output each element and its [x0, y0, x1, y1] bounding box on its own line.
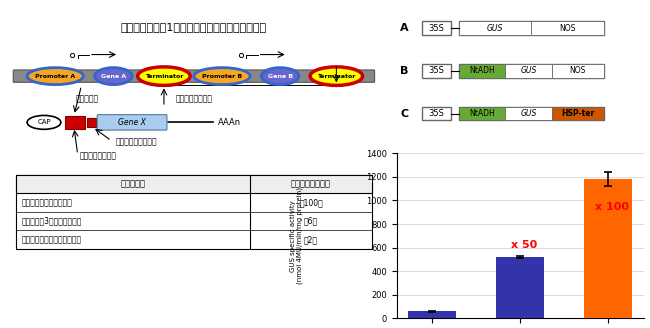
Ellipse shape [27, 115, 61, 129]
Ellipse shape [27, 68, 83, 85]
Bar [505, 64, 552, 78]
Text: GUS: GUS [520, 66, 536, 75]
Text: 活用の種類: 活用の種類 [120, 179, 146, 189]
Ellipse shape [95, 68, 132, 85]
Text: CAP: CAP [37, 119, 51, 125]
Bar [458, 21, 531, 35]
Bar [531, 21, 604, 35]
FancyBboxPatch shape [13, 70, 374, 82]
Text: ～6倍: ～6倍 [304, 216, 318, 226]
Bar [87, 118, 96, 127]
FancyBboxPatch shape [422, 107, 451, 120]
Bar [505, 107, 552, 120]
FancyBboxPatch shape [98, 115, 167, 130]
Text: GUS: GUS [487, 24, 503, 33]
Text: 35S: 35S [428, 24, 445, 33]
Text: A: A [400, 23, 409, 33]
Bar [64, 115, 85, 129]
Bar [458, 107, 604, 120]
Text: ～2倍: ～2倍 [304, 235, 318, 244]
Bar [584, 179, 632, 318]
Text: 開始コドン近傍配列: 開始コドン近傍配列 [115, 137, 157, 146]
Ellipse shape [310, 67, 363, 85]
FancyBboxPatch shape [422, 21, 451, 35]
Y-axis label: GUS specific activity
(nmol 4MU/min/mg protein): GUS specific activity (nmol 4MU/min/mg p… [290, 187, 303, 284]
Text: 期待できる発現量: 期待できる発現量 [291, 179, 331, 189]
Text: Promoter B: Promoter B [202, 73, 242, 79]
Text: Terminator: Terminator [317, 73, 356, 79]
Text: B: B [400, 66, 408, 76]
Bar [552, 64, 604, 78]
Text: HSP-ter: HSP-ter [561, 109, 595, 118]
Bar [16, 175, 372, 193]
Bar [496, 257, 544, 318]
Text: 近傍配列（3塔基）の最適化: 近傍配列（3塔基）の最適化 [21, 216, 82, 226]
Text: C: C [400, 109, 408, 119]
Ellipse shape [138, 67, 190, 85]
Bar [458, 64, 604, 78]
Text: NOS: NOS [560, 24, 576, 33]
Text: 効率的な転写終結領域の活用: 効率的な転写終結領域の活用 [21, 235, 82, 244]
Text: ～100倍: ～100倍 [299, 198, 323, 207]
Text: 効率的な転写終結: 効率的な転写終結 [176, 95, 212, 104]
Ellipse shape [261, 68, 299, 85]
Bar [16, 175, 372, 249]
Text: 翻訳エンハンサー: 翻訳エンハンサー [79, 151, 116, 160]
Text: AAAn: AAAn [218, 118, 241, 127]
Text: Gene X: Gene X [118, 118, 146, 127]
Bar [458, 107, 505, 120]
Text: Gene A: Gene A [101, 73, 126, 79]
Text: x 100: x 100 [595, 202, 629, 212]
Bar [408, 311, 456, 318]
Text: NtADH: NtADH [469, 66, 495, 75]
Text: 遣伝子導入: 遣伝子導入 [76, 95, 99, 104]
FancyBboxPatch shape [422, 64, 451, 78]
Bar [552, 107, 604, 120]
Bar [458, 21, 604, 35]
Ellipse shape [194, 68, 250, 85]
Text: GUS: GUS [520, 109, 536, 118]
Text: NOS: NOS [569, 66, 586, 75]
Text: Terminator: Terminator [145, 73, 183, 79]
Text: Promoter A: Promoter A [35, 73, 75, 79]
Text: Gene B: Gene B [268, 73, 293, 79]
Text: 35S: 35S [428, 109, 445, 118]
Text: 任意の発現量（1～数百倍）が期待できる発現系: 任意の発現量（1～数百倍）が期待できる発現系 [121, 22, 267, 32]
Text: 35S: 35S [428, 66, 445, 75]
Bar [458, 64, 505, 78]
Text: NtADH: NtADH [469, 109, 495, 118]
Text: 翻訳エンハンサーの活用: 翻訳エンハンサーの活用 [21, 198, 72, 207]
Text: x 50: x 50 [512, 239, 538, 250]
